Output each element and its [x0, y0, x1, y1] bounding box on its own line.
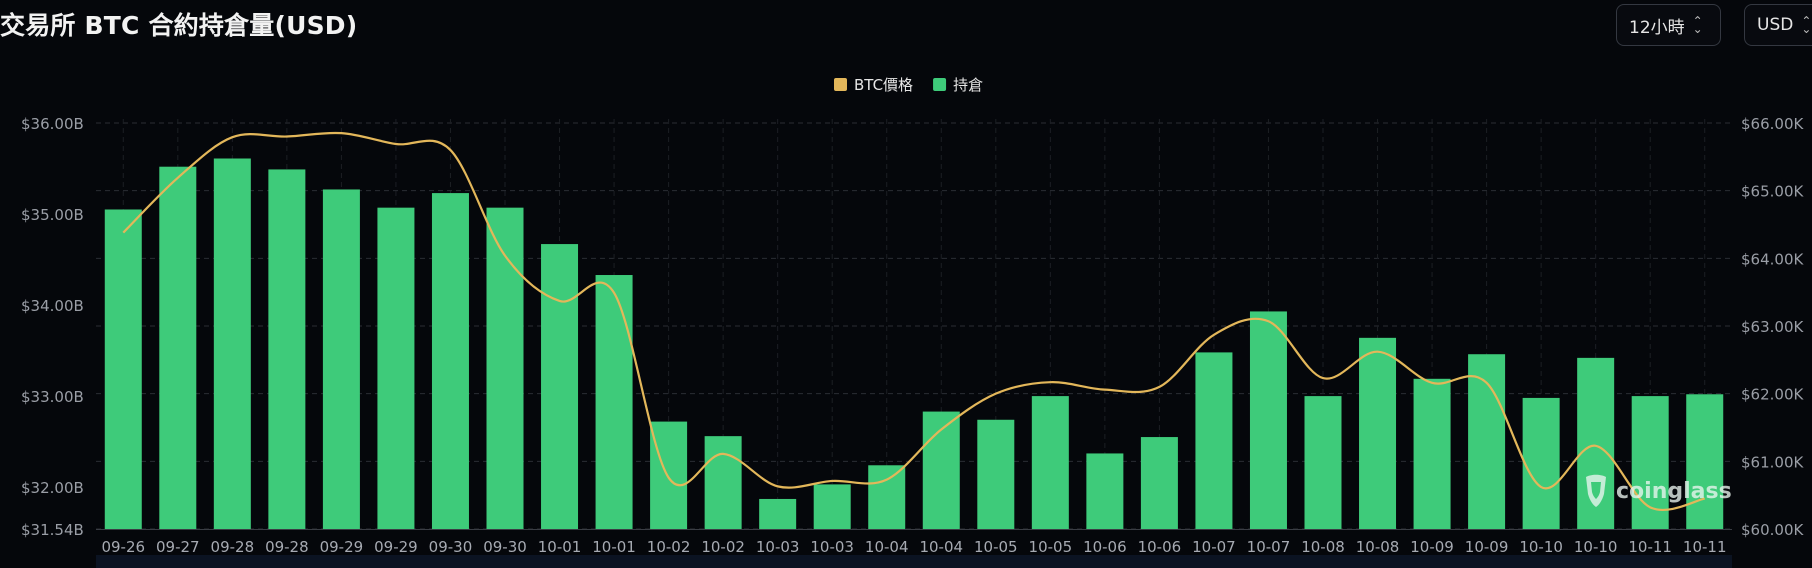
- y-right-tick-label: $61.00K: [1741, 453, 1804, 471]
- y-right-tick-label: $60.00K: [1741, 521, 1804, 539]
- x-tick-label: 10-03: [756, 538, 800, 556]
- x-tick-label: 10-04: [919, 538, 963, 556]
- x-tick-label: 10-07: [1247, 538, 1291, 556]
- oi-bar-23: [1359, 337, 1397, 529]
- y-right-tick-label: $66.00K: [1741, 115, 1804, 133]
- x-tick-label: 10-03: [810, 538, 854, 556]
- x-axis-scroll-track: [96, 555, 1732, 568]
- x-tick-label: 10-11: [1683, 538, 1727, 556]
- oi-bar-19: [1140, 437, 1178, 529]
- x-tick-label: 10-05: [974, 538, 1018, 556]
- y-left-tick-label: $32.00B: [21, 479, 84, 497]
- x-tick-label: 10-09: [1465, 538, 1509, 556]
- oi-bar-3: [268, 169, 306, 529]
- y-right-tick-label: $62.00K: [1741, 386, 1804, 404]
- y-right-tick-label: $63.00K: [1741, 318, 1804, 336]
- legend-label-1: 持倉: [953, 76, 983, 94]
- x-tick-label: 10-05: [1029, 538, 1073, 556]
- oi-bar-17: [1031, 396, 1069, 529]
- legend-swatch-0: [834, 78, 847, 91]
- oi-bar-25: [1468, 354, 1506, 529]
- x-tick-label: 09-29: [374, 538, 418, 556]
- x-tick-label: 09-27: [156, 538, 200, 556]
- y-left-tick-label: $34.00B: [21, 297, 84, 315]
- interval-select[interactable]: 12小時 ⌃ ⌄: [1616, 4, 1721, 46]
- x-tick-label: 09-30: [429, 538, 473, 556]
- x-tick-label: 10-04: [865, 538, 909, 556]
- oi-bar-15: [922, 411, 960, 529]
- x-tick-label: 09-28: [211, 538, 255, 556]
- legend-swatch-1: [933, 78, 947, 91]
- oi-bar-2: [213, 158, 251, 529]
- coinglass-watermark: coinglass: [1582, 474, 1732, 508]
- oi-bar-14: [868, 465, 906, 529]
- oi-bar-11: [704, 436, 742, 529]
- y-left-tick-label: $33.00B: [21, 388, 84, 406]
- x-tick-label: 09-30: [483, 538, 527, 556]
- currency-select-value: USD: [1757, 15, 1794, 35]
- chevron-updown-icon: ⌃ ⌄: [1692, 14, 1703, 36]
- oi-bar-6: [431, 193, 469, 529]
- oi-bar-13: [813, 484, 851, 529]
- oi-bar-8: [541, 244, 579, 529]
- x-tick-label: 10-10: [1574, 538, 1618, 556]
- legend-layer: BTC價格 持倉: [834, 76, 983, 94]
- x-tick-label: 10-08: [1301, 538, 1345, 556]
- coinglass-logo-icon: [1586, 474, 1606, 507]
- x-tick-label: 10-02: [701, 538, 745, 556]
- y-left-tick-label: $36.00B: [21, 115, 84, 133]
- oi-bar-16: [977, 419, 1015, 529]
- legend-label-0: BTC價格: [854, 76, 913, 94]
- oi-bar-4: [322, 189, 360, 529]
- currency-select[interactable]: USD ⌃ ⌄: [1744, 4, 1812, 46]
- oi-bar-9: [595, 275, 633, 529]
- oi-bar-18: [1086, 453, 1124, 529]
- x-tick-label: 10-01: [538, 538, 582, 556]
- axis-layer: $31.54B $32.00B $33.00B $34.00B $35.00B $36.0…: [21, 115, 1804, 568]
- oi-bar-5: [377, 207, 415, 530]
- x-tick-label: 10-01: [592, 538, 636, 556]
- oi-bar-10: [650, 421, 688, 529]
- oi-bar-20: [1195, 352, 1233, 529]
- x-tick-label: 10-06: [1083, 538, 1127, 556]
- x-tick-label: 10-08: [1356, 538, 1400, 556]
- x-tick-label: 10-02: [647, 538, 691, 556]
- oi-bar-12: [759, 498, 797, 529]
- x-tick-label: 10-10: [1519, 538, 1563, 556]
- y-right-tick-label: $64.00K: [1741, 250, 1804, 268]
- y-left-tick-label: $35.00B: [21, 206, 84, 224]
- x-tick-label: 09-28: [265, 538, 309, 556]
- x-tick-label: 10-06: [1138, 538, 1182, 556]
- line-layer: [122, 131, 1705, 511]
- y-right-tick-label: $65.00K: [1741, 183, 1804, 201]
- oi-bar-0: [104, 209, 142, 529]
- x-tick-label: 10-09: [1410, 538, 1454, 556]
- interval-select-value: 12小時: [1629, 17, 1685, 38]
- bar-layer: [104, 158, 1724, 530]
- btc-price-line: [122, 131, 1705, 511]
- chevron-updown-icon: ⌃ ⌄: [1801, 14, 1812, 36]
- watermark-text: coinglass: [1616, 478, 1732, 504]
- x-tick-label: 09-26: [101, 538, 145, 556]
- page-title: 交易所 BTC 合約持倉量(USD): [0, 11, 358, 40]
- x-tick-label: 10-07: [1192, 538, 1236, 556]
- oi-bar-29: [1686, 394, 1724, 529]
- x-tick-label: 09-29: [320, 538, 364, 556]
- oi-bar-24: [1413, 378, 1451, 529]
- oi-bar-7: [486, 207, 524, 530]
- oi-bar-22: [1304, 396, 1342, 529]
- oi-bar-1: [159, 166, 197, 529]
- x-tick-label: 10-11: [1628, 538, 1672, 556]
- oi-bar-26: [1522, 397, 1560, 529]
- oi-bar-21: [1249, 311, 1287, 529]
- y-left-tick-label: $31.54B: [21, 521, 84, 539]
